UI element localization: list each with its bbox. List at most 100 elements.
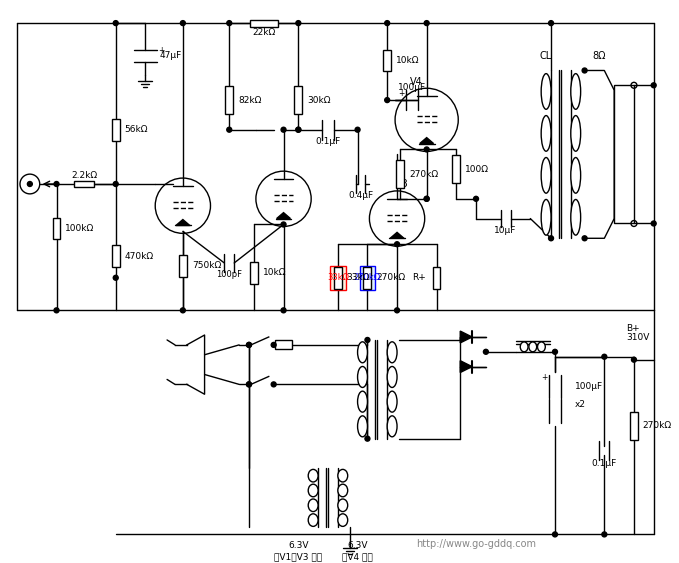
Text: 10kΩ: 10kΩ: [263, 269, 287, 278]
Circle shape: [296, 21, 301, 25]
Bar: [250, 262, 258, 284]
Bar: [250, 20, 278, 26]
Circle shape: [246, 382, 251, 387]
Bar: [396, 160, 404, 188]
Text: 去V4 灯丝: 去V4 灯丝: [342, 553, 373, 562]
Text: 100Ω: 100Ω: [465, 165, 489, 174]
Text: 270kΩ: 270kΩ: [409, 169, 438, 178]
Text: 100µF: 100µF: [574, 382, 603, 391]
Text: 0.1µF: 0.1µF: [315, 137, 341, 146]
Circle shape: [365, 337, 370, 342]
Circle shape: [651, 83, 656, 88]
Circle shape: [582, 236, 587, 241]
Text: 270kΩ: 270kΩ: [643, 421, 672, 430]
Ellipse shape: [541, 199, 551, 235]
Text: R+: R+: [412, 273, 426, 282]
Circle shape: [246, 342, 251, 347]
Ellipse shape: [520, 342, 528, 352]
Circle shape: [296, 127, 301, 132]
Bar: [112, 245, 120, 267]
Circle shape: [246, 342, 251, 347]
Circle shape: [227, 127, 232, 132]
Circle shape: [181, 308, 185, 313]
Text: 310V: 310V: [626, 333, 649, 342]
Text: 0.4µF: 0.4µF: [348, 191, 373, 200]
Ellipse shape: [308, 514, 318, 526]
Text: 270kΩ: 270kΩ: [376, 273, 405, 282]
Ellipse shape: [387, 416, 397, 437]
Ellipse shape: [529, 342, 536, 352]
Text: 750kΩ: 750kΩ: [191, 261, 221, 270]
Text: V4: V4: [410, 77, 423, 87]
Bar: [363, 267, 371, 289]
Ellipse shape: [541, 74, 551, 109]
Ellipse shape: [387, 367, 397, 387]
Bar: [630, 412, 638, 440]
Bar: [275, 341, 293, 349]
Text: 去V1～V3 灯丝: 去V1～V3 灯丝: [274, 553, 323, 562]
Circle shape: [271, 342, 276, 347]
Circle shape: [483, 349, 488, 354]
Polygon shape: [460, 361, 472, 373]
Bar: [614, 85, 634, 224]
Text: +: +: [541, 373, 547, 382]
Circle shape: [365, 436, 370, 441]
Circle shape: [113, 181, 118, 186]
Text: 100pF: 100pF: [216, 270, 242, 279]
Circle shape: [113, 21, 118, 25]
Circle shape: [602, 532, 607, 537]
Text: 56kΩ: 56kΩ: [125, 125, 148, 134]
Text: 47µF: 47µF: [159, 51, 181, 60]
Ellipse shape: [358, 342, 367, 363]
Ellipse shape: [387, 391, 397, 412]
Bar: [74, 181, 94, 187]
Text: 470kΩ: 470kΩ: [125, 252, 153, 261]
Bar: [179, 255, 187, 277]
Ellipse shape: [538, 342, 545, 352]
Text: V3: V3: [396, 179, 408, 189]
Ellipse shape: [308, 499, 318, 512]
Ellipse shape: [338, 514, 348, 526]
Ellipse shape: [338, 484, 348, 497]
Polygon shape: [460, 331, 472, 343]
Circle shape: [113, 275, 118, 280]
Text: 2.2kΩ: 2.2kΩ: [71, 171, 97, 180]
Circle shape: [296, 127, 301, 132]
Polygon shape: [276, 213, 291, 218]
Circle shape: [271, 382, 276, 387]
Bar: [452, 155, 460, 183]
Circle shape: [385, 21, 390, 25]
Ellipse shape: [308, 470, 318, 482]
Circle shape: [424, 196, 429, 201]
Polygon shape: [420, 137, 434, 144]
Circle shape: [27, 181, 33, 186]
Text: 100kΩ: 100kΩ: [65, 224, 94, 233]
Text: 10kΩ: 10kΩ: [396, 56, 420, 65]
Text: 100µF: 100µF: [398, 83, 426, 92]
Circle shape: [355, 127, 360, 132]
Text: 8Ω: 8Ω: [593, 51, 606, 61]
Bar: [295, 86, 302, 114]
Ellipse shape: [541, 158, 551, 193]
Circle shape: [181, 21, 185, 25]
Text: 6.3V: 6.3V: [288, 541, 308, 549]
Text: 82kΩ: 82kΩ: [238, 96, 261, 105]
Circle shape: [582, 68, 587, 73]
Ellipse shape: [358, 416, 367, 437]
Ellipse shape: [338, 499, 348, 512]
Text: 22kΩ: 22kΩ: [252, 29, 276, 38]
Text: 270kΩ: 270kΩ: [354, 273, 381, 282]
Bar: [52, 217, 60, 239]
Ellipse shape: [571, 158, 581, 193]
Ellipse shape: [571, 199, 581, 235]
Ellipse shape: [338, 470, 348, 482]
Circle shape: [227, 21, 232, 25]
Text: 33kΩ: 33kΩ: [327, 273, 349, 282]
Polygon shape: [390, 233, 404, 238]
Circle shape: [281, 127, 286, 132]
Circle shape: [549, 236, 553, 241]
Circle shape: [473, 196, 479, 201]
Circle shape: [424, 21, 429, 25]
Polygon shape: [176, 220, 189, 225]
Text: 0.1µF: 0.1µF: [591, 459, 617, 468]
